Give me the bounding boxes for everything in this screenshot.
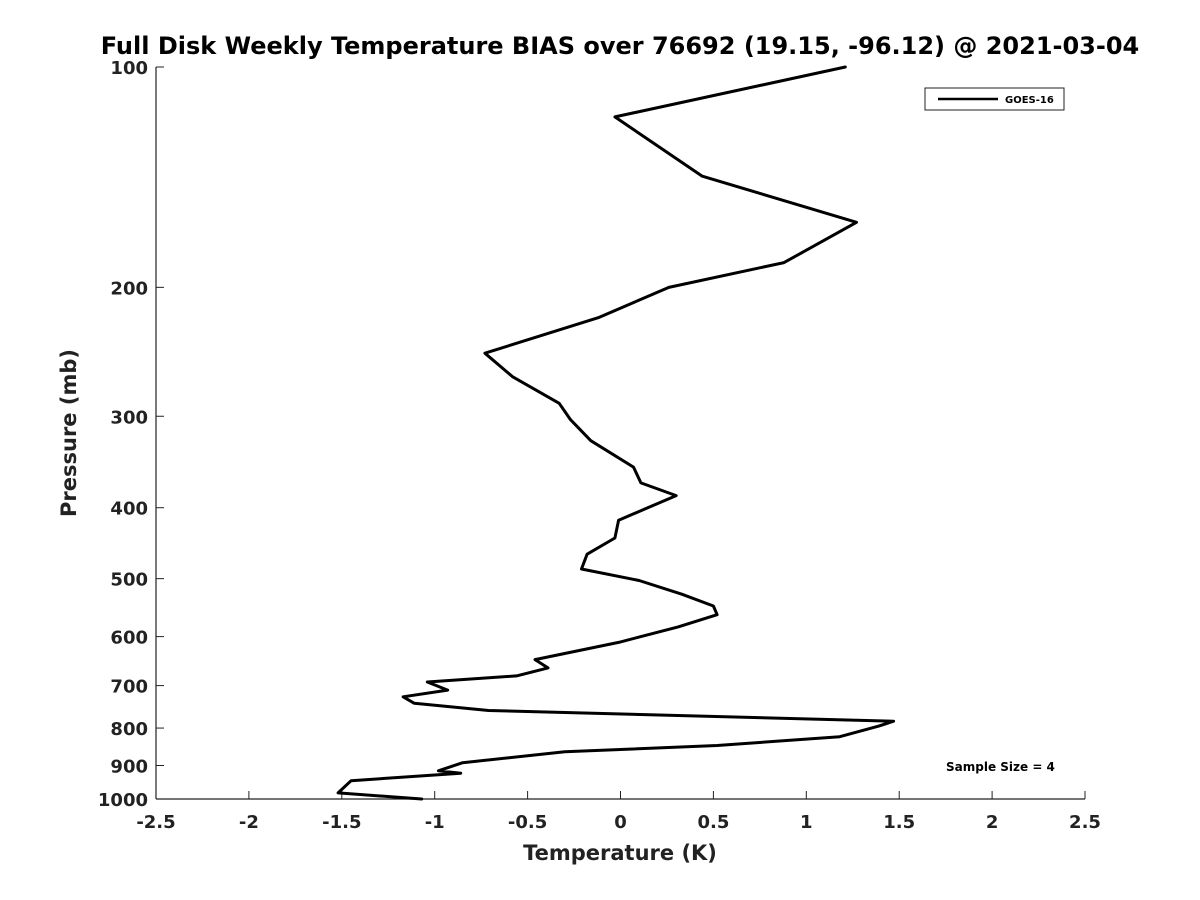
x-tick-label: 1 — [800, 812, 813, 833]
x-tick-label: 1.5 — [883, 812, 915, 833]
series-line-1 — [336, 65, 896, 801]
x-tick-label: -2.5 — [136, 812, 175, 833]
y-tick-label: 300 — [110, 407, 148, 428]
plot-area — [156, 67, 1085, 799]
y-tick-label: 100 — [110, 58, 148, 79]
chart-title: Full Disk Weekly Temperature BIAS over 7… — [101, 32, 1140, 60]
sample-size-annotation: Sample Size = 4 — [946, 760, 1055, 774]
y-tick-label: 500 — [110, 570, 148, 591]
y-axis-label: Pressure (mb) — [57, 349, 81, 517]
legend-entry: GOES-16 — [1005, 95, 1054, 106]
y-tick-label: 900 — [110, 757, 148, 778]
y-tick-label: 700 — [110, 677, 148, 698]
y-tick-label: 800 — [110, 719, 148, 740]
y-tick-label: 600 — [110, 628, 148, 649]
x-tick-label: 0.5 — [697, 812, 729, 833]
y-tick-label: 400 — [110, 499, 148, 520]
x-tick-label: -1.5 — [322, 812, 361, 833]
x-tick-label: 2 — [986, 812, 999, 833]
y-tick-label: 1000 — [98, 790, 148, 811]
x-tick-label: -2 — [239, 812, 259, 833]
x-axis-label: Temperature (K) — [523, 841, 717, 865]
y-ticks: 100 200 300 400 500 600 700 800 900 1000 — [98, 58, 164, 811]
legend: GOES-16 — [924, 87, 1065, 111]
x-tick-label: -0.5 — [508, 812, 547, 833]
series-group — [336, 65, 896, 801]
x-tick-label: 2.5 — [1069, 812, 1101, 833]
x-ticks: -2.5 -2 -1.5 -1 -0.5 0 0.5 1 1.5 2 2.5 — [136, 791, 1101, 833]
x-tick-label: -1 — [425, 812, 445, 833]
y-tick-label: 200 — [110, 278, 148, 299]
x-tick-label: 0 — [614, 812, 627, 833]
